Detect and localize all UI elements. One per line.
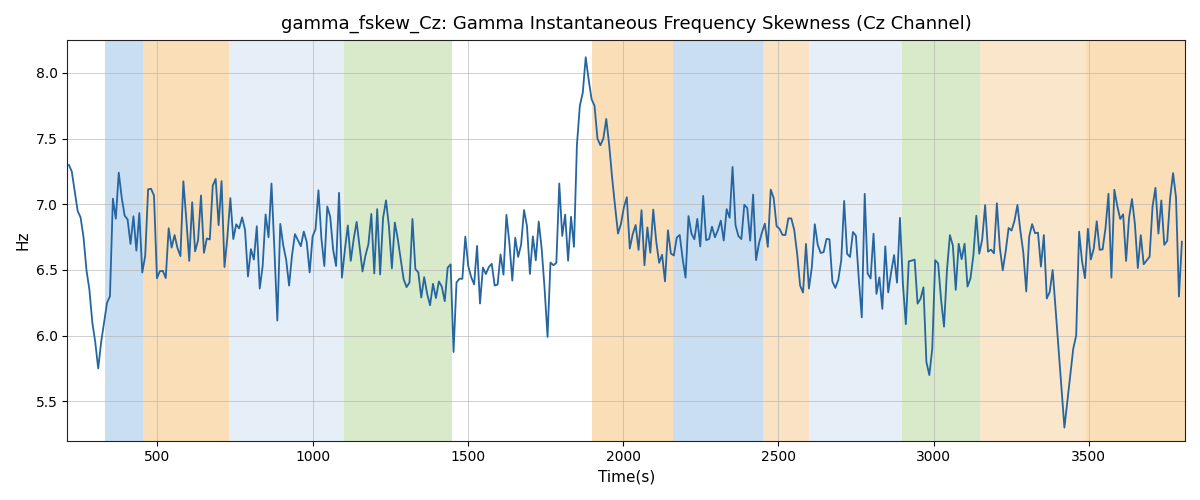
Bar [809, 40, 902, 440]
Bar [343, 40, 452, 440]
Bar [902, 40, 980, 440]
Bar [143, 40, 229, 440]
Bar [763, 40, 809, 440]
Bar [104, 40, 143, 440]
X-axis label: Time(s): Time(s) [598, 470, 655, 485]
Y-axis label: Hz: Hz [16, 230, 30, 250]
Bar [592, 40, 673, 440]
Bar [1086, 40, 1184, 440]
Bar [980, 40, 1086, 440]
Title: gamma_fskew_Cz: Gamma Instantaneous Frequency Skewness (Cz Channel): gamma_fskew_Cz: Gamma Instantaneous Freq… [281, 15, 972, 34]
Bar [673, 40, 763, 440]
Bar [229, 40, 343, 440]
